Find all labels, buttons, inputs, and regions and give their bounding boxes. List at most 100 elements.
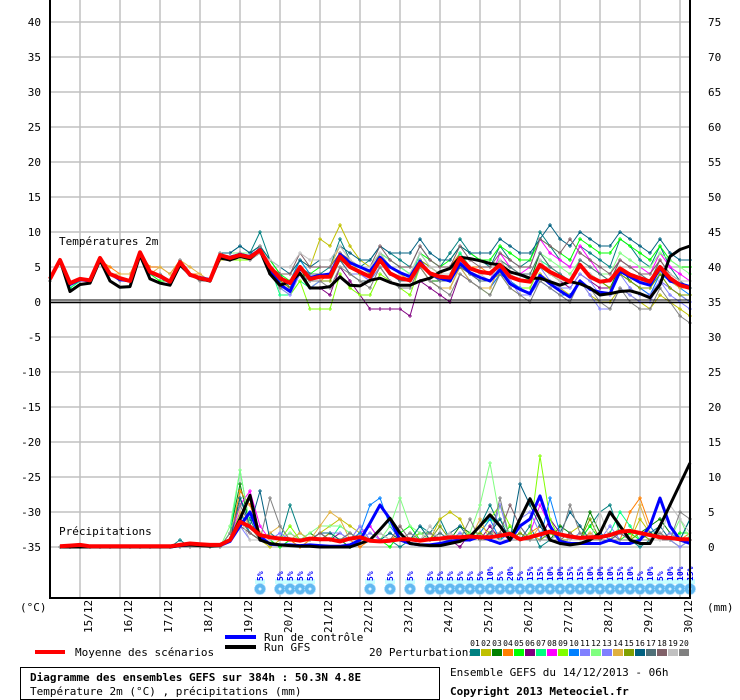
perturbation-02-precipitation-line-point — [458, 517, 462, 521]
perturbation-number: 12 — [591, 639, 601, 648]
perturbation-08-temperature-line-point — [578, 244, 582, 248]
temperature-section-label: Températures 2m — [59, 235, 159, 248]
perturbation-19-temperature-line-point — [428, 265, 432, 269]
perturbation-08-precipitation-line-point — [258, 524, 262, 528]
perturbation-16-temperature-line-point — [638, 244, 642, 248]
snowflake-core — [668, 587, 672, 591]
perturbation-20-temperature-line — [49, 245, 691, 324]
y-tick-left: 30 — [28, 86, 41, 99]
snow-band — [485, 579, 495, 584]
perturbation-12-temperature-line-point — [628, 258, 632, 262]
perturbation-05-temperature-line-point — [598, 251, 602, 255]
perturbation-05-temperature-line-point — [588, 244, 592, 248]
y-tick-left: 0 — [34, 296, 41, 309]
perturbation-02-temperature-line-point — [658, 293, 662, 297]
y-tick-right: 50 — [708, 191, 721, 204]
snow-band — [455, 579, 465, 584]
perturbation-20-precipitation-line-point — [428, 531, 432, 535]
snow-probability-label: 15% — [576, 566, 585, 581]
perturbation-16-temperature-line-point — [648, 251, 652, 255]
snowflake-core — [568, 587, 572, 591]
perturbation-19-precipitation-line-point — [568, 538, 572, 542]
perturbation-16-temperature-line-point — [358, 258, 362, 262]
snowflake-core — [678, 587, 682, 591]
x-tick-label: 23/12 — [402, 600, 415, 633]
perturbation-18-temperature-line-point — [498, 251, 502, 255]
snowflake-core — [608, 587, 612, 591]
perturbation-20-temperature-line-point — [318, 279, 322, 283]
perturbation-number: 11 — [580, 639, 590, 648]
perturbation-12-temperature-line-point — [648, 265, 652, 269]
perturbation-16-precipitation-line-point — [528, 503, 532, 507]
perturbation-16-precipitation-line-point — [538, 524, 542, 528]
perturbation-05-temperature-line-point — [648, 258, 652, 262]
perturbation-color-swatch — [547, 649, 557, 656]
snow-band — [445, 579, 455, 584]
mean-precipitation-line — [59, 519, 690, 549]
snowflake-core — [578, 587, 582, 591]
snow-probability-label: 5% — [456, 571, 465, 581]
perturbation-20-temperature-line-point — [358, 279, 362, 283]
snow-probability-marker: 10% — [484, 566, 496, 595]
copyright: Copyright 2013 Meteociel.fr — [450, 685, 629, 698]
perturbation-17-temperature-line-point — [548, 265, 552, 269]
perturbation-18-temperature-line-point — [638, 272, 642, 276]
perturbation-09-temperature-line-point — [368, 293, 372, 297]
x-tick-label: 22/12 — [362, 600, 375, 633]
perturbation-09-temperature-line-point — [358, 293, 362, 297]
snow-probability-marker: 5% — [454, 571, 466, 595]
perturbation-17-temperature-line-point — [528, 272, 532, 276]
snow-probability-marker: 5% — [634, 571, 646, 595]
perturbation-08-precipitation-line-point — [538, 503, 542, 507]
perturbation-11-temperature-line-point — [598, 307, 602, 311]
perturbation-20-temperature-line-point — [438, 286, 442, 290]
perturbation-13-precipitation-line-point — [608, 524, 612, 528]
perturbation-19-temperature-line-point — [498, 258, 502, 262]
perturbation-18-temperature-line-point — [588, 258, 592, 262]
perturbation-16-temperature-line-point — [498, 237, 502, 241]
perturbation-19-temperature-line-point — [298, 251, 302, 255]
snowflake-core — [488, 587, 492, 591]
snow-band — [665, 579, 675, 584]
perturbation-16-temperature-line-point — [488, 251, 492, 255]
snow-probability-marker: 20% — [504, 566, 516, 595]
perturbation-18-temperature-line-point — [288, 272, 292, 276]
perturbation-20-temperature-line-point — [558, 293, 562, 297]
perturbation-16-temperature-line-point — [608, 244, 612, 248]
perturbation-20-temperature-line-point — [648, 307, 652, 311]
snow-band — [635, 579, 645, 584]
snow-probability-label: 5% — [636, 571, 645, 581]
snow-band — [585, 579, 595, 584]
perturbation-12-precipitation-line-point — [478, 503, 482, 507]
perturbation-06-precipitation-line-point — [458, 545, 462, 549]
snow-probability-marker: 5% — [284, 571, 296, 595]
snow-probability-label: 10% — [676, 566, 685, 581]
perturbation-09-temperature-line-point — [238, 258, 242, 262]
perturbation-08-temperature-line-point — [568, 265, 572, 269]
y-tick-right: 55 — [708, 156, 721, 169]
perturbation-color-swatch — [635, 649, 645, 656]
snow-probability-marker: 10% — [664, 566, 676, 595]
snowflake-core — [308, 587, 312, 591]
perturbation-01-precipitation-line-point — [608, 503, 612, 507]
snow-band — [655, 579, 665, 584]
perturbation-02-temperature-line-point — [678, 307, 682, 311]
perturbation-15-temperature-line-point — [628, 279, 632, 283]
perturbation-01-temperature-line-point — [598, 258, 602, 262]
perturbation-08-temperature-line-point — [548, 251, 552, 255]
perturbation-19-temperature-line-point — [558, 279, 562, 283]
snowflake-core — [528, 587, 532, 591]
perturbation-number: 16 — [635, 639, 645, 648]
perturbation-12-temperature-line-point — [638, 265, 642, 269]
perturbation-19-precipitation-line-point — [678, 517, 682, 521]
perturbation-number: 09 — [558, 639, 568, 648]
perturbation-19-precipitation-line-point — [448, 531, 452, 535]
perturbation-16-temperature-line-point — [618, 230, 622, 234]
y-tick-right: 45 — [708, 226, 721, 239]
perturbation-18-temperature-line-point — [528, 265, 532, 269]
snow-probability-label: 5% — [516, 571, 525, 581]
gfs-precipitation-line — [60, 462, 692, 549]
perturbation-15-temperature-line-point — [668, 286, 672, 290]
perturbation-20-precipitation-line-point — [658, 531, 662, 535]
perturbation-18-precipitation-line-point — [398, 524, 402, 528]
